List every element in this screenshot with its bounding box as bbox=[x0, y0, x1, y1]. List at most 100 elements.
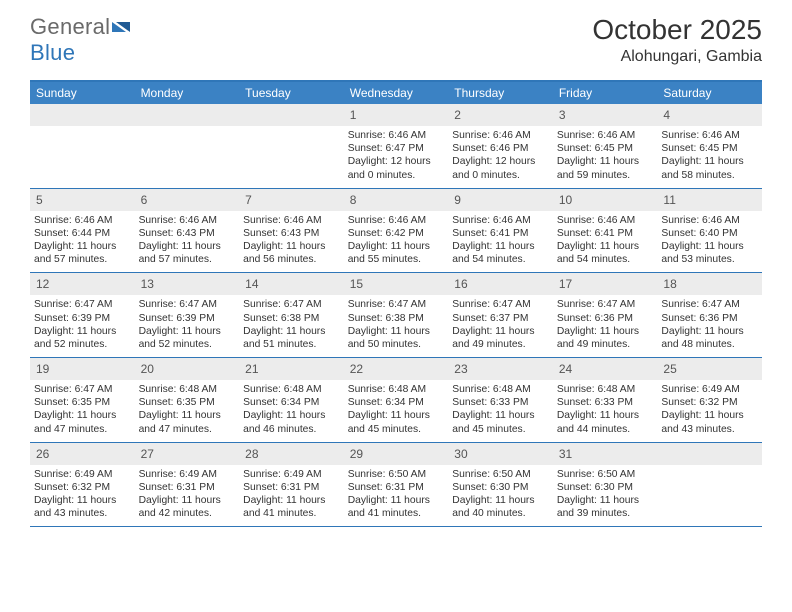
daynum-row: 24 bbox=[553, 358, 658, 380]
day-number: 30 bbox=[454, 447, 467, 461]
day-number: 13 bbox=[141, 277, 154, 291]
day-number bbox=[141, 108, 144, 122]
day-details: Sunrise: 6:46 AMSunset: 6:44 PMDaylight:… bbox=[34, 214, 131, 267]
daylight-line: Daylight: 11 hours and 54 minutes. bbox=[452, 240, 549, 266]
sunset-line: Sunset: 6:34 PM bbox=[348, 396, 445, 409]
sunset-line: Sunset: 6:40 PM bbox=[661, 227, 758, 240]
dow-friday: Friday bbox=[553, 82, 658, 104]
day-number: 24 bbox=[559, 362, 572, 376]
day-number: 4 bbox=[663, 108, 670, 122]
day-cell: 10Sunrise: 6:46 AMSunset: 6:41 PMDayligh… bbox=[553, 189, 658, 273]
daynum-row: 9 bbox=[448, 189, 553, 211]
daylight-line: Daylight: 11 hours and 52 minutes. bbox=[139, 325, 236, 351]
day-details: Sunrise: 6:47 AMSunset: 6:39 PMDaylight:… bbox=[139, 298, 236, 351]
daylight-line: Daylight: 11 hours and 43 minutes. bbox=[661, 409, 758, 435]
daynum-row: 6 bbox=[135, 189, 240, 211]
sunset-line: Sunset: 6:31 PM bbox=[139, 481, 236, 494]
sunset-line: Sunset: 6:43 PM bbox=[139, 227, 236, 240]
day-number: 26 bbox=[36, 447, 49, 461]
day-details: Sunrise: 6:47 AMSunset: 6:39 PMDaylight:… bbox=[34, 298, 131, 351]
sunrise-line: Sunrise: 6:50 AM bbox=[452, 468, 549, 481]
day-number: 2 bbox=[454, 108, 461, 122]
flag-icon bbox=[112, 14, 132, 39]
day-details: Sunrise: 6:49 AMSunset: 6:32 PMDaylight:… bbox=[661, 383, 758, 436]
week-row: 26 Sunrise: 6:49 AM Sunset: 6:32 PM Dayligh… bbox=[30, 443, 762, 528]
day-details: Sunrise: 6:46 AMSunset: 6:43 PMDaylight:… bbox=[139, 214, 236, 267]
day-number: 29 bbox=[350, 447, 363, 461]
daylight-line: Daylight: 11 hours and 54 minutes. bbox=[557, 240, 654, 266]
week-row: 5Sunrise: 6:46 AMSunset: 6:44 PMDaylight… bbox=[30, 189, 762, 274]
week-row: 12Sunrise: 6:47 AMSunset: 6:39 PMDayligh… bbox=[30, 273, 762, 358]
weeks-container: 1 Sunrise: 6:46 AMSunset: 6:47 PMDaylight… bbox=[30, 104, 762, 527]
daynum-row: 4 bbox=[657, 104, 762, 126]
sunrise-line: Sunrise: 6:46 AM bbox=[661, 129, 758, 142]
daynum-row: 21 bbox=[239, 358, 344, 380]
sunset-line: Sunset: 6:45 PM bbox=[557, 142, 654, 155]
header: General Blue October 2025 Alohungari, Ga… bbox=[0, 0, 792, 72]
sunset-line: Sunset: 6:31 PM bbox=[348, 481, 445, 494]
day-cell: 29Sunrise: 6:50 AMSunset: 6:31 PMDayligh… bbox=[344, 443, 449, 527]
sunrise-line: Sunrise: 6:48 AM bbox=[452, 383, 549, 396]
dow-thursday: Thursday bbox=[448, 82, 553, 104]
dow-wednesday: Wednesday bbox=[344, 82, 449, 104]
sunset-line: Sunset: 6:42 PM bbox=[348, 227, 445, 240]
daylight-line: Daylight: 11 hours and 49 minutes. bbox=[452, 325, 549, 351]
brand-text: General Blue bbox=[30, 14, 132, 66]
sunset-line: Sunset: 6:39 PM bbox=[139, 312, 236, 325]
sunrise-line: Sunrise: 6:47 AM bbox=[661, 298, 758, 311]
sunrise-line: Sunrise: 6:47 AM bbox=[557, 298, 654, 311]
day-number: 21 bbox=[245, 362, 258, 376]
day-details: Sunrise: 6:48 AMSunset: 6:33 PMDaylight:… bbox=[557, 383, 654, 436]
day-details: Sunrise: 6:50 AMSunset: 6:30 PMDaylight:… bbox=[557, 468, 654, 521]
day-number: 12 bbox=[36, 277, 49, 291]
daynum-row: 11 bbox=[657, 189, 762, 211]
day-number: 18 bbox=[663, 277, 676, 291]
day-cell: 30Sunrise: 6:50 AMSunset: 6:30 PMDayligh… bbox=[448, 443, 553, 527]
day-cell: 26Sunrise: 6:49 AMSunset: 6:32 PMDayligh… bbox=[30, 443, 135, 527]
day-details: Sunrise: 6:47 AMSunset: 6:36 PMDaylight:… bbox=[661, 298, 758, 351]
day-number: 22 bbox=[350, 362, 363, 376]
day-cell: 22 Sunrise: 6:48 AMSunset: 6:34 PMDayligh… bbox=[344, 358, 449, 442]
daynum-row: 3 bbox=[553, 104, 658, 126]
day-cell: 23Sunrise: 6:48 AMSunset: 6:33 PMDayligh… bbox=[448, 358, 553, 442]
sunset-line: Sunset: 6:33 PM bbox=[452, 396, 549, 409]
sunrise-line: Sunrise: 6:46 AM bbox=[243, 214, 340, 227]
sunset-line: Sunset: 6:30 PM bbox=[557, 481, 654, 494]
daynum-row: 15 bbox=[344, 273, 449, 295]
day-details: Sunrise: 6:46 AMSunset: 6:43 PMDaylight:… bbox=[243, 214, 340, 267]
daylight-line: Daylight: 12 hours and 0 minutes. bbox=[348, 155, 445, 181]
day-details: Sunrise: 6:48 AMSunset: 6:34 PMDaylight:… bbox=[348, 383, 445, 436]
daynum-row bbox=[135, 104, 240, 126]
day-number: 31 bbox=[559, 447, 572, 461]
sunset-line: Sunset: 6:41 PM bbox=[557, 227, 654, 240]
day-number: 1 bbox=[350, 108, 357, 122]
sunrise-line: Sunrise: 6:46 AM bbox=[348, 129, 445, 142]
sunset-line: Sunset: 6:37 PM bbox=[452, 312, 549, 325]
sunset-line: Sunset: 6:46 PM bbox=[452, 142, 549, 155]
sunrise-line: Sunrise: 6:46 AM bbox=[557, 214, 654, 227]
daynum-row bbox=[30, 104, 135, 126]
daylight-line: Daylight: 11 hours and 40 minutes. bbox=[452, 494, 549, 520]
daynum-row: 25 bbox=[657, 358, 762, 380]
daylight-line: Daylight: 11 hours and 50 minutes. bbox=[348, 325, 445, 351]
day-cell: 27Sunrise: 6:49 AMSunset: 6:31 PMDayligh… bbox=[135, 443, 240, 527]
day-cell: 14Sunrise: 6:47 AMSunset: 6:38 PMDayligh… bbox=[239, 273, 344, 357]
sunset-line: Sunset: 6:32 PM bbox=[661, 396, 758, 409]
daynum-row: 13 bbox=[135, 273, 240, 295]
brand-part1: General bbox=[30, 14, 110, 39]
daynum-row: 14 bbox=[239, 273, 344, 295]
day-number: 6 bbox=[141, 193, 148, 207]
title-block: October 2025 Alohungari, Gambia bbox=[592, 14, 762, 66]
daynum-row: 8 bbox=[344, 189, 449, 211]
sunset-line: Sunset: 6:32 PM bbox=[34, 481, 131, 494]
day-number: 20 bbox=[141, 362, 154, 376]
day-number: 16 bbox=[454, 277, 467, 291]
daylight-line: Daylight: 11 hours and 56 minutes. bbox=[243, 240, 340, 266]
daynum-row: 22 bbox=[344, 358, 449, 380]
day-details: Sunrise: 6:48 AMSunset: 6:34 PMDaylight:… bbox=[243, 383, 340, 436]
daynum-row: 1 bbox=[344, 104, 449, 126]
day-details: Sunrise: 6:48 AMSunset: 6:33 PMDaylight:… bbox=[452, 383, 549, 436]
sunrise-line: Sunrise: 6:49 AM bbox=[139, 468, 236, 481]
day-details: Sunrise: 6:46 AMSunset: 6:47 PMDaylight:… bbox=[348, 129, 445, 182]
day-details: Sunrise: 6:48 AMSunset: 6:35 PMDaylight:… bbox=[139, 383, 236, 436]
